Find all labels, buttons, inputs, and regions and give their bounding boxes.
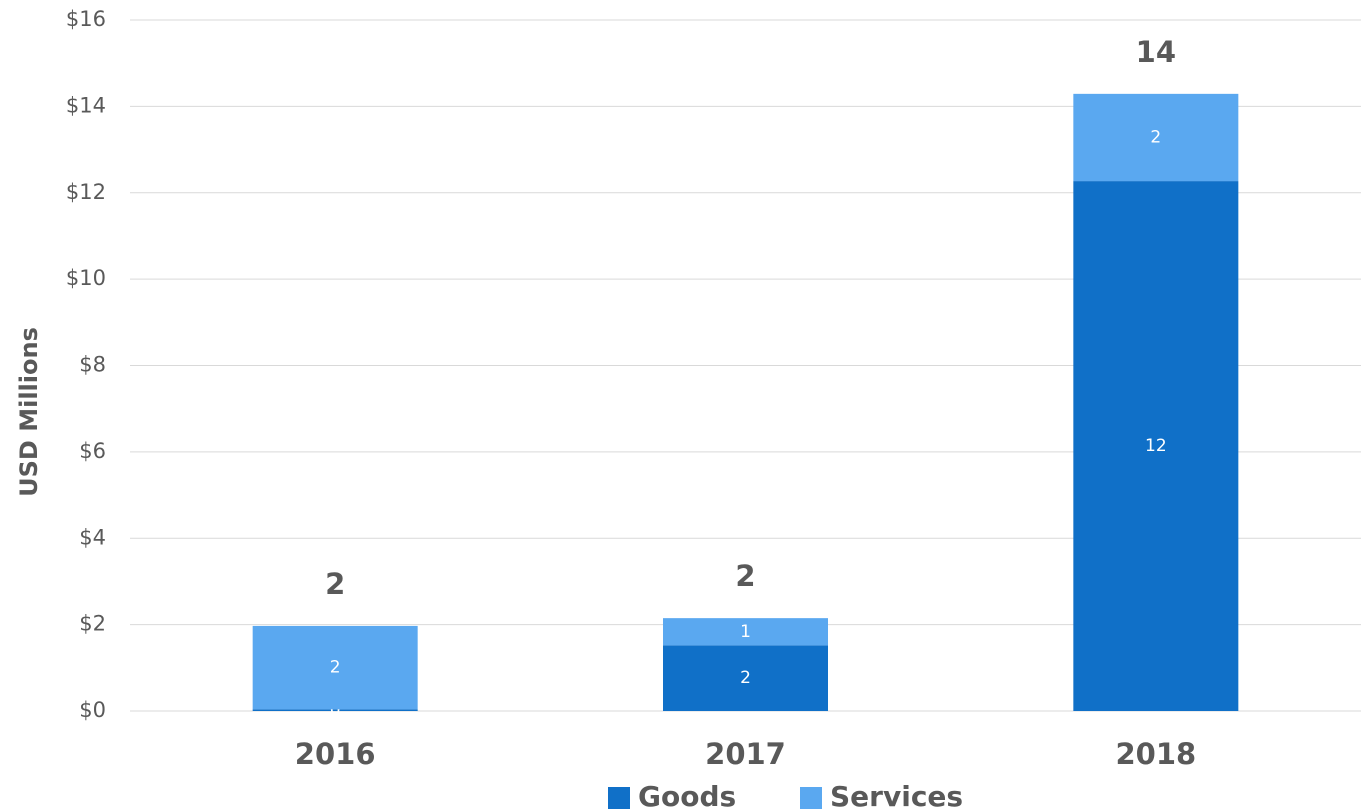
x-tick-label: 2017 bbox=[705, 737, 786, 771]
segment-label: 2 bbox=[330, 658, 341, 678]
legend-swatch bbox=[608, 787, 630, 809]
y-tick-label: $10 bbox=[66, 266, 106, 290]
total-label: 2 bbox=[735, 559, 755, 593]
y-tick-label: $6 bbox=[79, 439, 106, 463]
bar-segment bbox=[1073, 93, 1239, 182]
bar-segment bbox=[252, 625, 418, 710]
y-tick-label: $16 bbox=[66, 7, 106, 31]
y-tick-label: $4 bbox=[79, 525, 106, 549]
y-tick-label: $14 bbox=[66, 93, 106, 117]
bar-segment bbox=[252, 709, 418, 711]
segment-label: 12 bbox=[1145, 436, 1167, 456]
total-label: 2 bbox=[325, 567, 345, 601]
bar-segment bbox=[663, 645, 828, 711]
legend-swatch bbox=[800, 787, 822, 809]
y-tick-label: $12 bbox=[66, 180, 106, 204]
y-tick-label: $2 bbox=[79, 612, 106, 636]
segment-label: 2 bbox=[740, 668, 751, 688]
bar-segment bbox=[663, 618, 828, 646]
segment-label: 0 bbox=[330, 700, 341, 720]
bar-segment bbox=[1073, 181, 1239, 712]
x-tick-label: 2016 bbox=[295, 737, 376, 771]
legend-label: Services bbox=[830, 780, 963, 811]
total-label: 14 bbox=[1136, 35, 1176, 69]
y-tick-label: $8 bbox=[79, 353, 106, 377]
x-tick-label: 2018 bbox=[1115, 737, 1196, 771]
segment-label: 1 bbox=[740, 622, 751, 642]
y-axis-title: USD Millions bbox=[15, 327, 43, 497]
y-tick-label: $0 bbox=[79, 698, 106, 722]
segment-label: 2 bbox=[1150, 127, 1161, 147]
legend-label: Goods bbox=[638, 780, 736, 811]
